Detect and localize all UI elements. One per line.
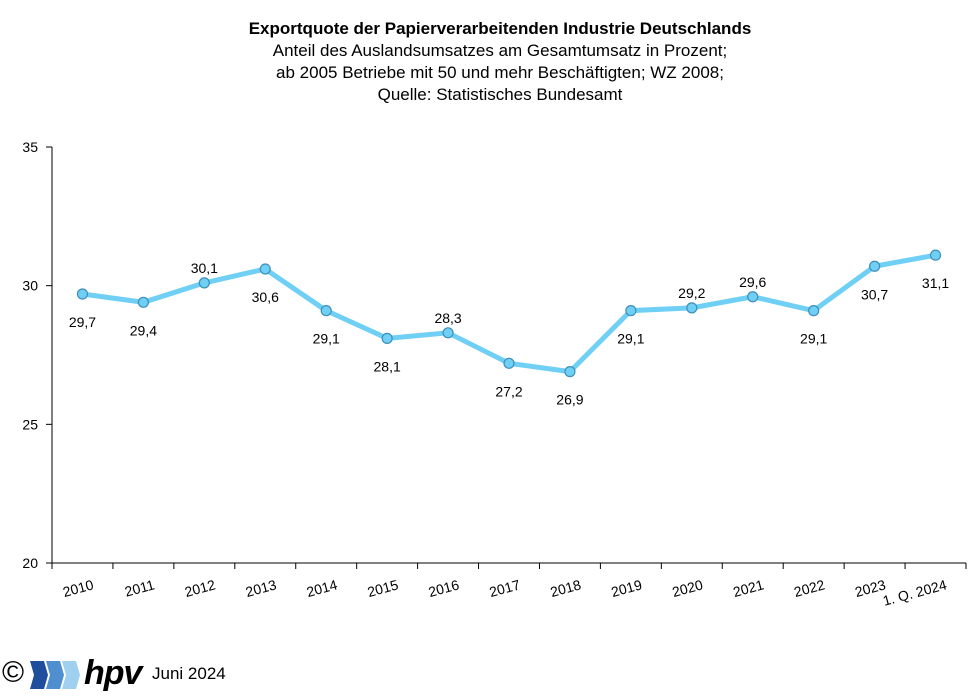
chart-title: Exportquote der Papierverarbeitenden Ind…: [248, 19, 752, 38]
data-point-marker: [503, 357, 515, 369]
copyright-symbol: ©: [2, 656, 25, 689]
x-tick-label: 2018: [548, 576, 582, 600]
x-tick-label: 2011: [123, 576, 156, 599]
data-label: 27,2: [495, 383, 522, 399]
data-label: 28,3: [434, 310, 461, 326]
x-tick-label: 2021: [731, 576, 765, 600]
y-tick-label: 20: [22, 555, 38, 571]
data-label: 28,1: [374, 358, 401, 374]
data-label: 29,1: [800, 331, 827, 347]
data-point-marker: [381, 332, 393, 344]
data-label: 29,1: [617, 331, 644, 347]
data-point-marker: [686, 302, 698, 314]
data-label: 29,2: [678, 285, 705, 301]
x-tick-label: 2014: [305, 576, 339, 600]
chart-title-block: Exportquote der Papierverarbeitenden Ind…: [0, 18, 976, 106]
x-tick-label: 2017: [488, 576, 522, 600]
data-point-marker: [747, 291, 759, 303]
data-label: 26,9: [556, 392, 583, 408]
x-tick-label: 2016: [427, 576, 461, 600]
x-tick-label: 1. Q. 2024: [881, 576, 948, 608]
x-tick-label: 2010: [61, 576, 95, 600]
x-tick-label: 2020: [670, 576, 704, 600]
data-label: 29,7: [69, 314, 96, 330]
data-point-marker: [320, 305, 332, 317]
footer: © hpv Juni 2024: [0, 654, 400, 695]
data-point-marker: [564, 366, 576, 378]
data-point-marker: [808, 305, 820, 317]
data-label: 29,6: [739, 274, 766, 290]
data-point-marker: [868, 260, 881, 272]
x-tick-label: 2022: [792, 576, 826, 600]
chart-subtitle-line-1: Anteil des Auslandsumsatzes am Gesamtums…: [272, 41, 728, 60]
data-point-marker: [76, 288, 89, 300]
footer-date: Juni 2024: [152, 664, 226, 683]
data-point-marker: [137, 296, 149, 308]
line-chart: 20 25 30 35 2010 2011 2012 2013 2014 2015 2016 2017…: [22, 139, 967, 609]
chart-subtitle-line-2: ab 2005 Betriebe mit 50 und mehr Beschäf…: [276, 63, 724, 82]
data-label: 30,1: [191, 260, 218, 276]
hpv-logo-stripes-icon: [30, 661, 80, 689]
x-tick-label: 2015: [366, 576, 400, 600]
y-tick-label: 35: [22, 139, 38, 155]
hpv-logo-text: hpv: [84, 654, 142, 692]
x-tick-label: 2019: [609, 576, 643, 600]
y-tick-label: 25: [22, 416, 38, 432]
x-tick-label: 2012: [183, 576, 217, 600]
chart-subtitle-line-3: Quelle: Statistisches Bundesamt: [377, 85, 623, 104]
data-point-marker: [625, 305, 637, 317]
data-label: 29,1: [313, 331, 340, 347]
data-label: 31,1: [922, 275, 949, 291]
data-label: 29,4: [130, 322, 157, 338]
x-tick-label: 2023: [853, 576, 887, 600]
data-label: 30,6: [252, 289, 279, 305]
data-point-marker: [198, 277, 210, 289]
x-tick-label: 2013: [244, 576, 278, 600]
data-point-marker: [442, 327, 454, 339]
data-point-marker: [259, 263, 271, 275]
data-point-marker: [929, 249, 942, 261]
data-label: 30,7: [861, 286, 888, 302]
y-tick-label: 30: [22, 278, 38, 294]
